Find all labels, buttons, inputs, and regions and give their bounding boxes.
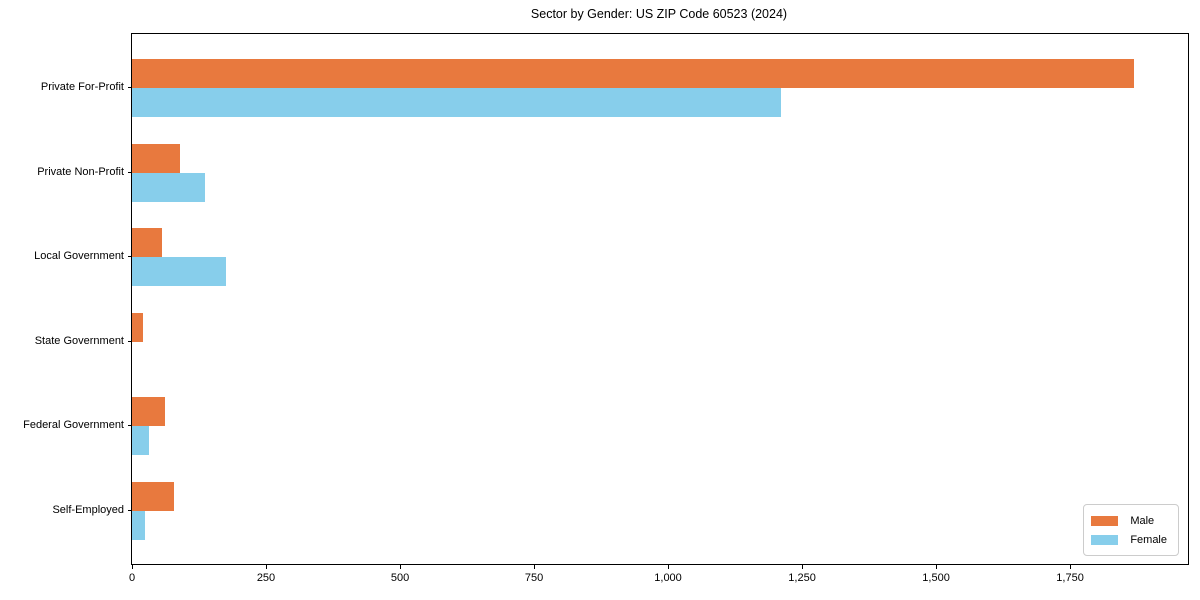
- bar-male-private-for-profit: [132, 59, 1135, 88]
- y-tick-label-private-non-profit: Private Non-Profit: [37, 165, 124, 178]
- y-tick-label-state-government: State Government: [34, 334, 124, 347]
- bar-female-private-for-profit: [132, 88, 781, 117]
- x-tick-label-1-000: 1,000: [654, 572, 682, 584]
- legend-swatch-female: [1091, 534, 1119, 545]
- legend-swatch-male: [1091, 515, 1119, 526]
- bar-female-federal-government: [132, 426, 150, 456]
- legend: Male Female: [1083, 504, 1179, 556]
- x-tick-label-250: 250: [256, 572, 276, 584]
- bar-male-federal-government: [132, 397, 166, 427]
- bar-female-private-non-profit: [132, 172, 206, 202]
- x-tick-mark: [1070, 565, 1072, 569]
- x-tick-mark: [936, 565, 938, 569]
- x-tick-label-500: 500: [390, 572, 410, 584]
- x-tick-label-1-750: 1,750: [1056, 572, 1084, 584]
- bar-female-local-government: [132, 257, 226, 287]
- x-tick-label-0: 0: [128, 572, 136, 584]
- y-tick-mark: [128, 425, 132, 427]
- bar-male-private-non-profit: [132, 143, 181, 173]
- y-tick-label-self-employed: Self-Employed: [52, 504, 124, 516]
- x-tick-label-1-250: 1,250: [788, 572, 816, 584]
- x-tick-label-1-500: 1,500: [922, 572, 950, 584]
- legend-entry-female: Female: [1091, 530, 1167, 549]
- y-tick-label-local-government: Local Government: [34, 250, 124, 263]
- bar-male-self-employed: [132, 482, 174, 511]
- y-tick-mark: [128, 171, 132, 173]
- x-tick-mark: [668, 565, 670, 569]
- x-tick-mark: [534, 565, 536, 569]
- x-tick-mark: [802, 565, 804, 569]
- chart-title: Sector by Gender: US ZIP Code 60523 (202…: [530, 7, 788, 21]
- y-tick-mark: [128, 87, 132, 88]
- legend-label-male: Male: [1130, 514, 1155, 527]
- legend-entry-male: Male: [1091, 511, 1167, 530]
- bar-female-self-employed: [132, 511, 146, 540]
- x-tick-mark: [400, 565, 402, 569]
- y-tick-mark: [128, 510, 132, 511]
- y-tick-mark: [128, 256, 132, 258]
- bar-male-state-government: [132, 312, 143, 342]
- y-tick-label-private-for-profit: Private For-Profit: [40, 81, 124, 93]
- bar-male-local-government: [132, 228, 162, 258]
- x-tick-mark: [132, 565, 133, 569]
- x-tick-label-750: 750: [524, 572, 544, 584]
- legend-label-female: Female: [1130, 533, 1167, 546]
- x-tick-mark: [266, 565, 267, 569]
- y-tick-label-federal-government: Federal Government: [23, 419, 124, 432]
- y-tick-mark: [128, 340, 132, 342]
- plot-area: Male Female: [131, 33, 1189, 565]
